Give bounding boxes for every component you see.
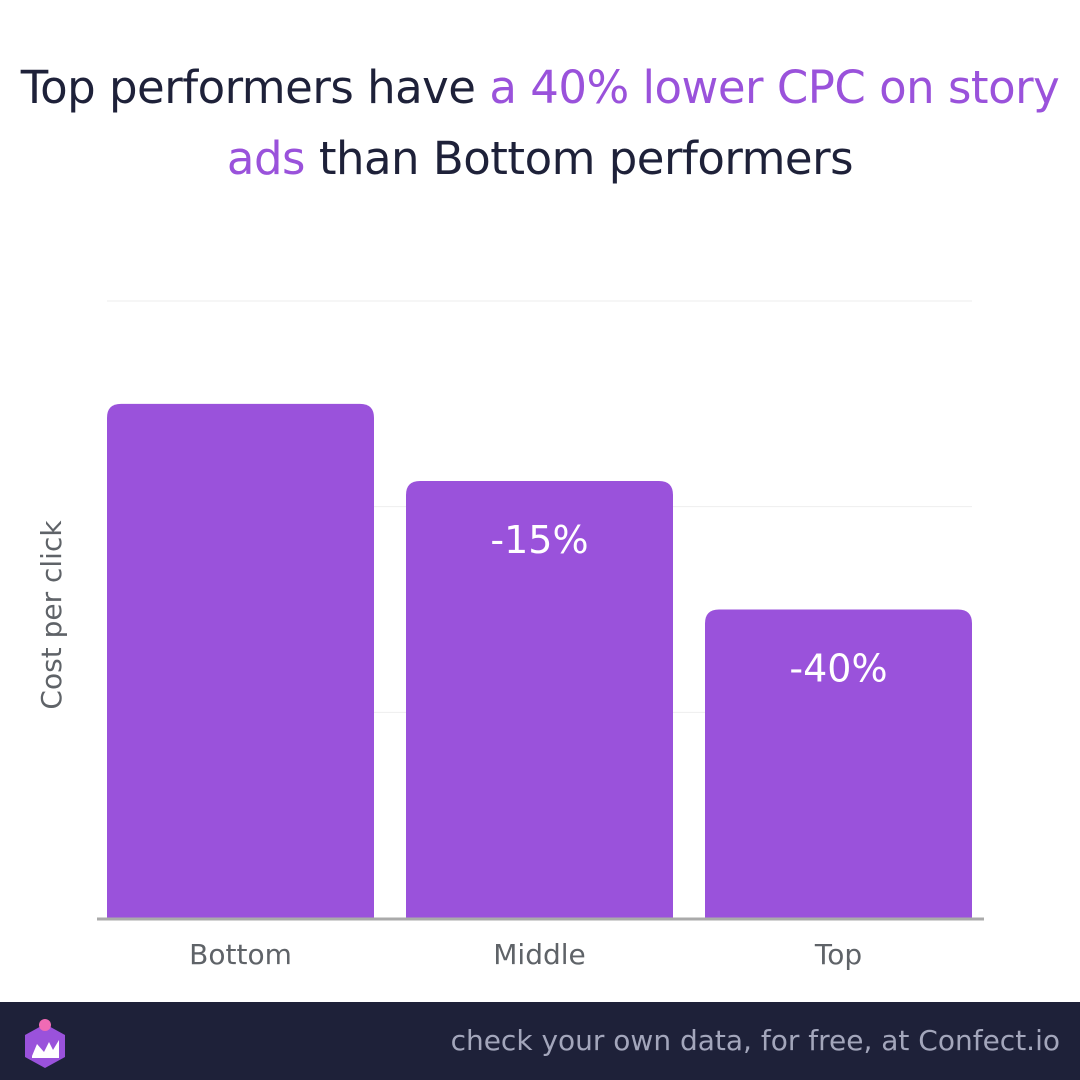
footer-bar: check your own data, for free, at Confec… <box>0 1002 1080 1080</box>
chart-title: Top performers have a 40% lower CPC on s… <box>0 52 1080 194</box>
bar-chart: -15% -40% Bottom Middle Top Cost per click <box>35 300 984 971</box>
bar-middle <box>406 480 673 918</box>
bars <box>107 403 972 918</box>
x-tick-label-bottom: Bottom <box>189 938 292 971</box>
x-tick-label-middle: Middle <box>493 938 586 971</box>
data-label-middle: -15% <box>490 518 588 562</box>
data-labels: -15% -40% <box>490 518 887 691</box>
bar-top <box>705 609 972 918</box>
data-label-top: -40% <box>789 647 887 691</box>
x-tick-labels: Bottom Middle Top <box>189 938 862 971</box>
title-highlight: a 40% lower CPC on story ads <box>226 61 1060 185</box>
y-axis-label: Cost per click <box>35 520 68 710</box>
x-tick-label-top: Top <box>814 938 862 971</box>
footer-cta-text: check your own data, for free, at Confec… <box>450 1024 1060 1057</box>
title-part-2: than Bottom performers <box>305 132 854 185</box>
title-part-1: Top performers have <box>20 61 490 114</box>
bar-bottom <box>107 403 374 918</box>
confect-logo-icon <box>25 1019 65 1068</box>
